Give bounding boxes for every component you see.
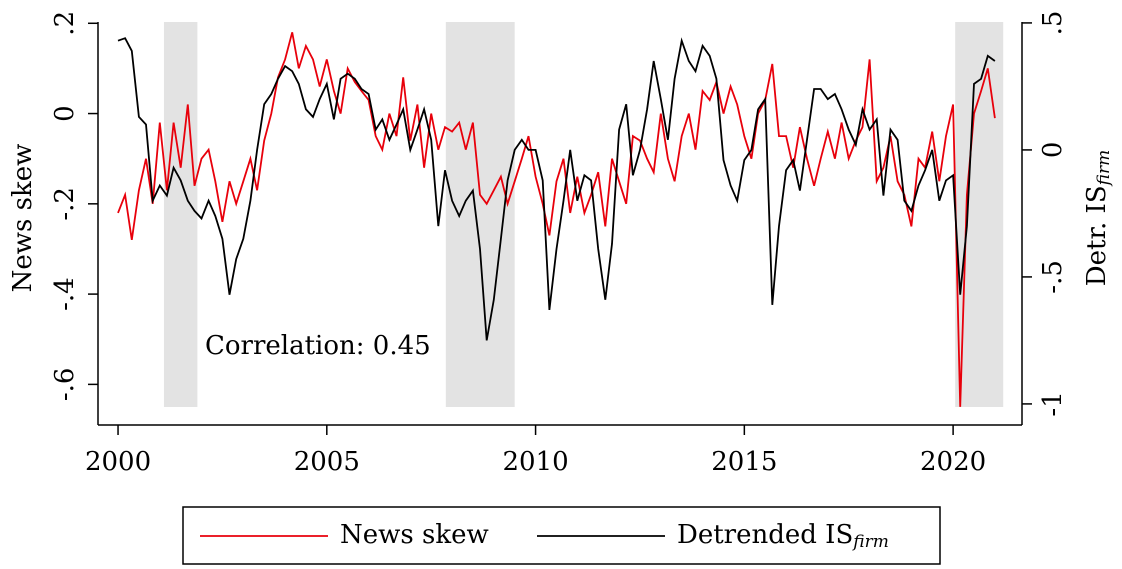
shaded-range bbox=[955, 22, 1004, 407]
y2-axis-label-sub: firm bbox=[1094, 150, 1114, 188]
legend-label-sub: firm bbox=[851, 532, 889, 552]
x-tick-label: 2005 bbox=[294, 447, 360, 477]
legend-label-main: Detrended IS bbox=[677, 520, 853, 550]
legend-label: Detrended ISfirm bbox=[677, 520, 889, 552]
y2-axis-label: Detr. ISfirm bbox=[1082, 150, 1114, 286]
y2-tick-label: 0 bbox=[1038, 142, 1068, 159]
series-line bbox=[117, 32, 996, 407]
x-tick-label: 2000 bbox=[85, 447, 151, 477]
shaded-range bbox=[163, 22, 198, 407]
y-axis-label: News skew bbox=[8, 144, 38, 293]
y2-tick-label: .5 bbox=[1038, 11, 1068, 36]
y-tick-label: 0 bbox=[50, 105, 80, 122]
legend-box bbox=[182, 506, 941, 565]
x-tick-label: 2015 bbox=[711, 447, 777, 477]
annotation: Correlation: 0.45 bbox=[205, 331, 431, 361]
y-tick-label: -.4 bbox=[50, 277, 80, 311]
y-tick-label: .2 bbox=[50, 11, 80, 36]
y2-tick-label: -1 bbox=[1038, 391, 1068, 416]
x-tick-label: 2020 bbox=[920, 447, 986, 477]
series-line bbox=[117, 37, 996, 341]
y-tick-label: -.6 bbox=[50, 368, 80, 402]
y2-tick-label: -.5 bbox=[1038, 260, 1068, 294]
x-tick-label: 2010 bbox=[502, 447, 568, 477]
y-tick-label: -.2 bbox=[50, 187, 80, 221]
legend-label: News skew bbox=[340, 520, 489, 550]
y2-axis-label-main: Detr. IS bbox=[1082, 185, 1112, 286]
legend-label-main: News skew bbox=[340, 520, 489, 550]
